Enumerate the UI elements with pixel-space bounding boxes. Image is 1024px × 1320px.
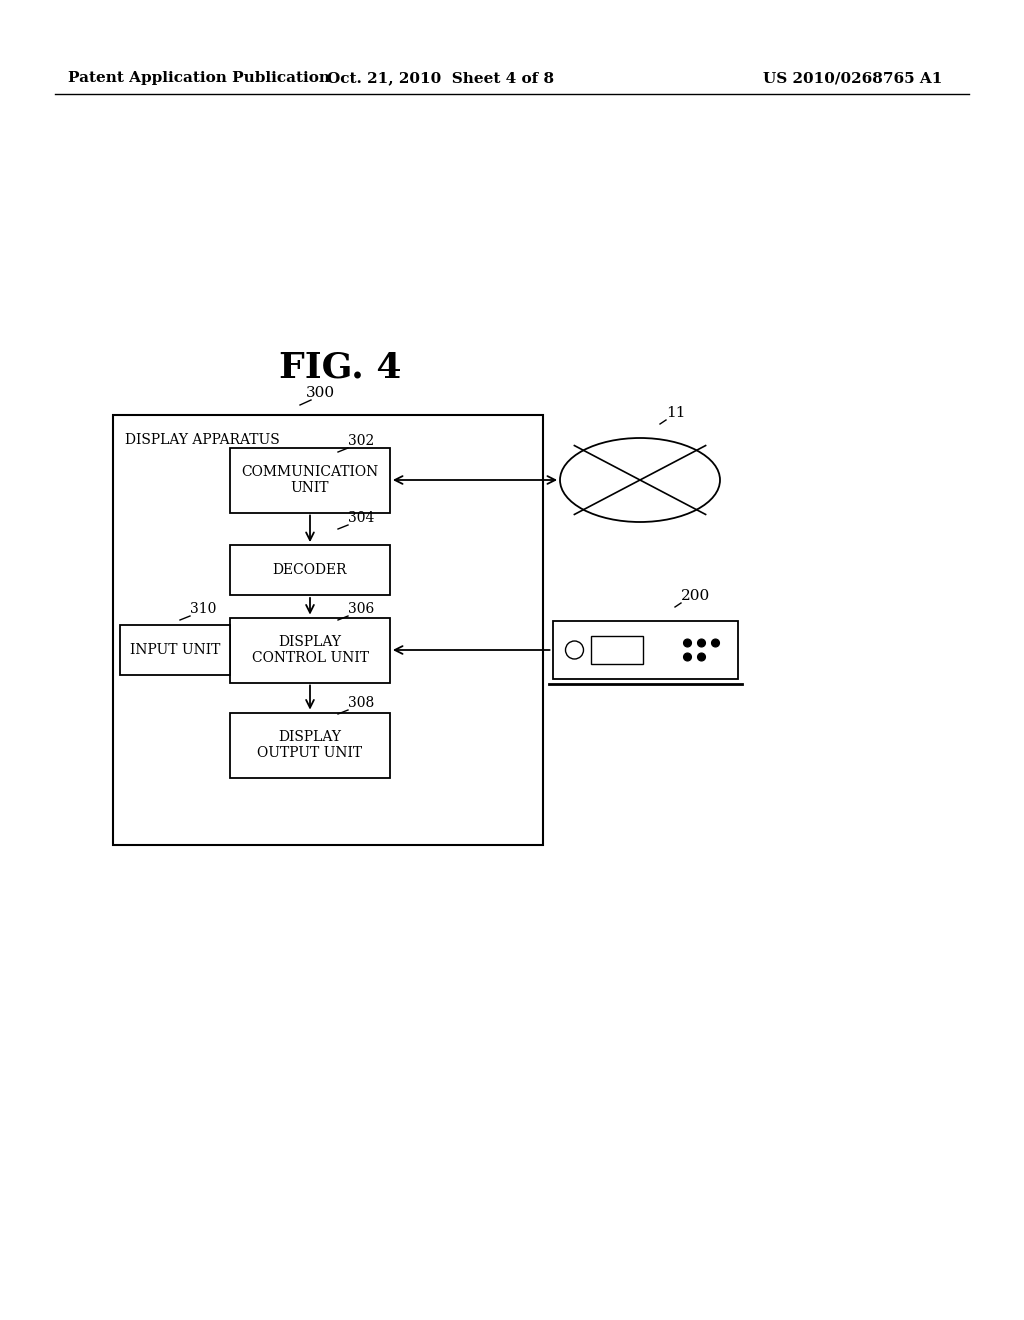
Text: Oct. 21, 2010  Sheet 4 of 8: Oct. 21, 2010 Sheet 4 of 8 xyxy=(327,71,554,84)
Bar xyxy=(230,545,390,595)
Text: DISPLAY
CONTROL UNIT: DISPLAY CONTROL UNIT xyxy=(252,635,369,665)
Text: Patent Application Publication: Patent Application Publication xyxy=(68,71,330,84)
Circle shape xyxy=(697,639,706,647)
Text: 308: 308 xyxy=(348,696,374,710)
Circle shape xyxy=(683,639,691,647)
Circle shape xyxy=(565,642,584,659)
Bar xyxy=(591,636,642,664)
Text: 310: 310 xyxy=(190,602,216,616)
Bar xyxy=(120,624,230,675)
Text: 11: 11 xyxy=(666,407,685,420)
Text: US 2010/0268765 A1: US 2010/0268765 A1 xyxy=(763,71,942,84)
Text: 302: 302 xyxy=(348,434,374,447)
Circle shape xyxy=(712,639,720,647)
Text: 200: 200 xyxy=(681,589,711,603)
Bar xyxy=(230,618,390,682)
Text: 300: 300 xyxy=(306,385,335,400)
Ellipse shape xyxy=(560,438,720,521)
Text: DISPLAY
OUTPUT UNIT: DISPLAY OUTPUT UNIT xyxy=(257,730,362,760)
Text: DECODER: DECODER xyxy=(272,564,347,577)
Text: 306: 306 xyxy=(348,602,374,616)
Text: FIG. 4: FIG. 4 xyxy=(279,351,401,385)
Text: INPUT UNIT: INPUT UNIT xyxy=(130,643,220,657)
Circle shape xyxy=(683,653,691,661)
Text: COMMUNICATION
UNIT: COMMUNICATION UNIT xyxy=(242,465,379,495)
Bar xyxy=(553,620,737,678)
Bar xyxy=(113,414,543,845)
Text: DISPLAY APPARATUS: DISPLAY APPARATUS xyxy=(125,433,280,447)
Bar xyxy=(230,447,390,512)
Text: 304: 304 xyxy=(348,511,375,525)
Bar xyxy=(230,713,390,777)
Circle shape xyxy=(697,653,706,661)
